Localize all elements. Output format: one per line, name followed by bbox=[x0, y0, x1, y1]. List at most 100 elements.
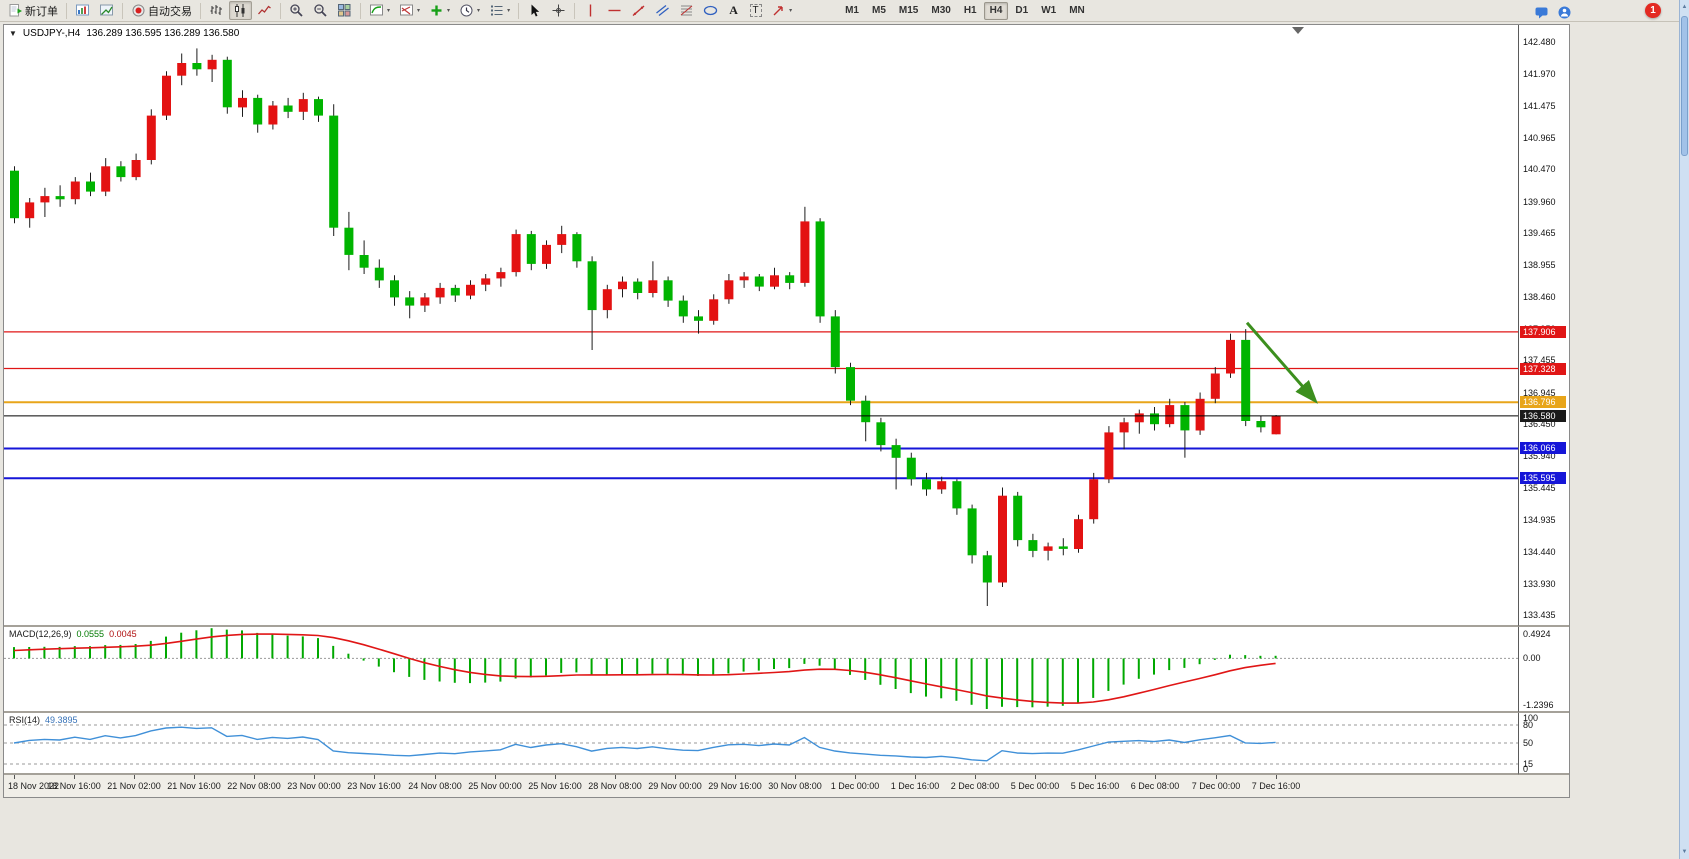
shapes-tool-button[interactable] bbox=[699, 1, 722, 20]
periods-button[interactable]: ▾ bbox=[455, 1, 484, 20]
candlestick-type-button[interactable] bbox=[229, 1, 252, 20]
macd-signal-value: 0.0045 bbox=[109, 629, 137, 639]
objects-button[interactable]: ▾ bbox=[395, 1, 424, 20]
toolbar-separator bbox=[66, 2, 67, 19]
price-axis-label: 136.945 bbox=[1523, 387, 1556, 398]
indicators-button[interactable]: ▾ bbox=[365, 1, 394, 20]
chart-title: ▼ USDJPY-,H4 136.289 136.595 136.289 136… bbox=[9, 28, 239, 39]
timeframe-m5[interactable]: M5 bbox=[872, 5, 886, 16]
dropdown-caret: ▾ bbox=[507, 8, 511, 14]
time-axis-label: 1 Dec 00:00 bbox=[830, 781, 880, 791]
bar-chart-type-button[interactable] bbox=[205, 1, 228, 20]
text-tool-button[interactable]: A bbox=[723, 1, 744, 20]
time-tick bbox=[374, 775, 375, 779]
auto-trading-label: 自动交易 bbox=[148, 5, 192, 18]
price-axis-label: 134.440 bbox=[1523, 546, 1556, 557]
time-axis-label: 7 Dec 00:00 bbox=[1191, 781, 1241, 791]
cursor-icon bbox=[531, 4, 540, 17]
time-axis-label: 23 Nov 16:00 bbox=[347, 781, 401, 791]
macd-axis-label: 0.00 bbox=[1523, 653, 1541, 664]
channel-tool-button[interactable] bbox=[651, 1, 674, 20]
time-axis-label: 2 Dec 08:00 bbox=[950, 781, 1000, 791]
scroll-up-icon[interactable]: ▲ bbox=[1681, 4, 1688, 10]
templates-button[interactable]: ▾ bbox=[485, 1, 514, 20]
community-button[interactable] bbox=[1553, 3, 1576, 22]
line-chart-type-button[interactable] bbox=[253, 1, 276, 20]
auto-trading-button[interactable]: 自动交易 bbox=[127, 1, 196, 20]
time-axis-label: 6 Dec 08:00 bbox=[1130, 781, 1180, 791]
timeframe-w1[interactable]: W1 bbox=[1041, 5, 1057, 16]
time-axis-label: 5 Dec 16:00 bbox=[1070, 781, 1120, 791]
price-axis-label: 133.435 bbox=[1523, 610, 1556, 621]
ohlc-bars-icon bbox=[210, 5, 222, 15]
time-axis-label: 28 Nov 08:00 bbox=[588, 781, 642, 791]
rsi-axis-label: 0 bbox=[1523, 764, 1529, 774]
timeframe-m30[interactable]: M30 bbox=[931, 5, 951, 16]
label-tool-icon: T bbox=[749, 4, 762, 17]
time-tick bbox=[735, 775, 736, 779]
crosshair-tool-button[interactable] bbox=[547, 1, 570, 20]
price-tag: 137.328 bbox=[1520, 363, 1566, 375]
channel-icon bbox=[656, 4, 669, 17]
horizontal-line-tool-button[interactable] bbox=[603, 1, 626, 20]
arrows-tool-button[interactable]: ▾ bbox=[767, 1, 796, 20]
time-axis-label: 29 Nov 00:00 bbox=[648, 781, 702, 791]
profiles-button[interactable] bbox=[95, 1, 118, 20]
scrollbar-thumb[interactable] bbox=[1681, 16, 1688, 156]
price-axis-label: 140.965 bbox=[1523, 133, 1556, 144]
time-tick bbox=[435, 775, 436, 779]
time-tick bbox=[795, 775, 796, 779]
rsi-axis-label: 15 bbox=[1523, 759, 1534, 769]
time-tick bbox=[254, 775, 255, 779]
profile-chart-icon bbox=[100, 4, 113, 16]
notification-badge[interactable]: 1 bbox=[1645, 3, 1661, 18]
price-axis[interactable]: 142.480 141.970 141.475 140.965 140.470 139.9… bbox=[1519, 25, 1569, 627]
zoom-out-button[interactable] bbox=[309, 1, 332, 20]
main-chart[interactable]: ▼ USDJPY-,H4 136.289 136.595 136.289 136… bbox=[4, 25, 1519, 627]
price-axis-label: 138.955 bbox=[1523, 260, 1556, 271]
time-tick bbox=[555, 775, 556, 779]
macd-axis[interactable]: 0.4924 0.00 -1.2396 bbox=[1519, 627, 1569, 713]
timeframe-h4[interactable]: H4 bbox=[983, 1, 1009, 20]
price-axis-label: 136.450 bbox=[1523, 419, 1556, 430]
timeframe-d1[interactable]: D1 bbox=[1015, 5, 1029, 16]
new-order-button[interactable]: 新订单 bbox=[4, 1, 62, 20]
label-tool-button[interactable]: T bbox=[745, 1, 766, 20]
timeframe-h1[interactable]: H1 bbox=[963, 5, 977, 16]
dropdown-caret: ▾ bbox=[417, 8, 421, 14]
macd-name: MACD(12,26,9) bbox=[9, 629, 72, 639]
time-axis-label: 21 Nov 16:00 bbox=[167, 781, 221, 791]
time-axis-label: 30 Nov 08:00 bbox=[768, 781, 822, 791]
tile-windows-button[interactable] bbox=[333, 1, 356, 20]
rsi-axis[interactable]: 100 80 50 15 0 bbox=[1519, 713, 1569, 775]
price-axis-label: 139.465 bbox=[1523, 228, 1556, 239]
add-indicator-button[interactable]: ▾ bbox=[425, 1, 454, 20]
chat-button[interactable] bbox=[1530, 3, 1553, 22]
timeframe-m15[interactable]: M15 bbox=[898, 5, 919, 16]
timeframe-mn[interactable]: MN bbox=[1069, 5, 1085, 16]
cursor-tool-button[interactable] bbox=[523, 1, 546, 20]
time-tick bbox=[1216, 775, 1217, 779]
macd-axis-label: -1.2396 bbox=[1523, 700, 1554, 710]
zoom-out-icon bbox=[314, 4, 327, 17]
vertical-scrollbar[interactable]: ▲ ▼ bbox=[1679, 0, 1689, 859]
fibonacci-tool-button[interactable] bbox=[675, 1, 698, 20]
open-chart-button[interactable] bbox=[71, 1, 94, 20]
rsi-axis-label: 80 bbox=[1523, 720, 1534, 730]
text-tool-icon: A bbox=[729, 3, 738, 17]
zoom-in-button[interactable] bbox=[285, 1, 308, 20]
macd-panel[interactable]: MACD(12,26,9) 0.0555 0.0045 bbox=[4, 627, 1519, 713]
time-tick bbox=[1155, 775, 1156, 779]
scroll-down-icon[interactable]: ▼ bbox=[1681, 849, 1688, 855]
macd-axis-label: 0.4924 bbox=[1523, 629, 1551, 639]
vertical-line-tool-button[interactable] bbox=[579, 1, 602, 20]
price-axis-label: 141.970 bbox=[1523, 69, 1556, 80]
one-click-trading-toggle[interactable]: ▼ bbox=[9, 29, 17, 38]
vertical-line-icon bbox=[589, 4, 592, 17]
arrow-object-icon bbox=[773, 6, 783, 16]
timeframe-m1[interactable]: M1 bbox=[845, 5, 859, 16]
time-tick bbox=[74, 775, 75, 779]
rsi-panel[interactable]: RSI(14) 49.3895 bbox=[4, 713, 1519, 775]
time-axis[interactable]: 18 Nov 2022 18 Nov 16:00 21 Nov 02:00 21 No… bbox=[4, 775, 1569, 797]
trendline-tool-button[interactable] bbox=[627, 1, 650, 20]
